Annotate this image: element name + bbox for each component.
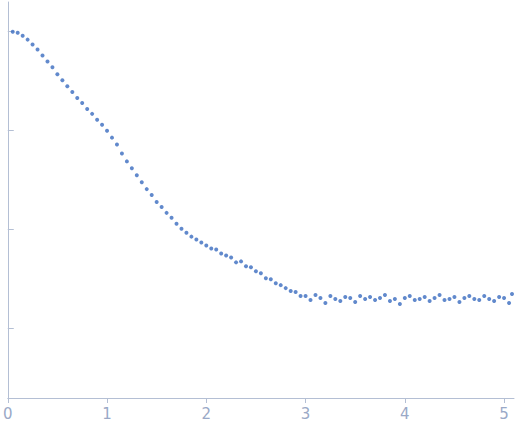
svg-text:4: 4 [400,405,410,423]
svg-text:3: 3 [301,405,311,423]
svg-text:1: 1 [102,405,112,423]
svg-text:0: 0 [3,405,13,423]
svg-text:5: 5 [499,405,509,423]
svg-text:2: 2 [202,405,212,423]
